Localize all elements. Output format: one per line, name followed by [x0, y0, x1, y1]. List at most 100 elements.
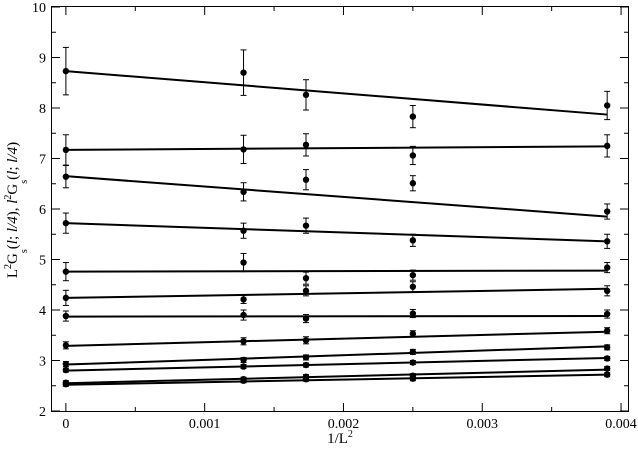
- data-point: [603, 365, 611, 372]
- x-axis-label: 1/L2: [327, 429, 353, 447]
- fit-line: [65, 269, 608, 273]
- data-point: [603, 344, 611, 351]
- y-axis-label-part: ): [5, 211, 21, 216]
- y-tick-label: 3: [39, 355, 46, 370]
- series-7: [62, 308, 611, 324]
- data-point: [240, 356, 247, 364]
- axes-layer: 0 0.001 0.002 0.003 0.004 2 3 4 5 6 7 8 9 10: [32, 1, 637, 432]
- data-point: [302, 375, 310, 383]
- data-point: [302, 141, 310, 149]
- data-point: [302, 222, 310, 229]
- series-8: [62, 327, 611, 350]
- data-point: [62, 381, 70, 388]
- data-point: [603, 142, 611, 150]
- data-point: [240, 188, 247, 196]
- y-tick-label: 9: [39, 52, 46, 67]
- y-axis-label-part: s: [19, 180, 30, 184]
- y-axis-label-part: (: [5, 244, 21, 249]
- x-tick-label: 0.001: [189, 417, 221, 432]
- data-point: [62, 312, 70, 320]
- y-axis-label-part: l/4: [5, 216, 21, 232]
- y-tick-label: 8: [39, 102, 46, 117]
- fit-line: [65, 330, 608, 347]
- data-point: [409, 348, 417, 356]
- y-axis-label-part: 2: [3, 264, 14, 269]
- data-point: [603, 371, 611, 378]
- y-tick-label: 7: [39, 153, 46, 168]
- y-axis-label: L2Gs(l; l/4), l2Gs(l; l/4): [3, 142, 30, 278]
- series-1: [62, 46, 611, 129]
- y-axis-label-part: l: [5, 240, 21, 244]
- data-point: [240, 69, 247, 76]
- data-point: [240, 338, 247, 345]
- y-tick-label: 5: [39, 254, 46, 269]
- data-point: [409, 271, 417, 279]
- y-axis-label-part: L: [5, 269, 21, 278]
- data-point: [603, 238, 611, 245]
- fit-line: [65, 368, 608, 385]
- x-axis-label-sup: 2: [348, 429, 353, 440]
- fit-line: [65, 175, 608, 218]
- y-axis-label-part: ,: [5, 204, 21, 212]
- data-point: [409, 180, 417, 187]
- fit-line: [65, 315, 608, 318]
- data-point: [302, 315, 310, 322]
- fit-line: [65, 287, 608, 299]
- data-point: [603, 310, 611, 318]
- y-axis-label-part: ;: [5, 163, 21, 171]
- y-axis-label-part: G: [5, 253, 21, 264]
- data-point: [302, 91, 310, 99]
- y-tick-label: 4: [39, 304, 46, 319]
- fit-line: [65, 373, 608, 386]
- y-tick-label: 2: [39, 405, 46, 420]
- fit-line: [65, 222, 608, 243]
- data-point: [240, 227, 247, 234]
- data-point: [302, 274, 310, 282]
- data-point: [62, 366, 70, 374]
- data-point: [603, 327, 611, 334]
- data-point: [240, 296, 247, 303]
- data-point: [240, 363, 247, 370]
- data-point: [409, 330, 417, 337]
- data-point: [603, 102, 611, 109]
- y-axis-label-part: (: [5, 175, 21, 180]
- y-axis-label-part: l/4: [5, 146, 21, 162]
- data-point: [240, 259, 247, 266]
- data-point: [240, 146, 247, 153]
- x-axis-label-main: 1/L: [327, 431, 348, 447]
- data-point: [603, 264, 611, 271]
- fit-line: [65, 356, 608, 372]
- y-axis-label-part: s: [19, 249, 30, 253]
- y-axis-label-part: ): [5, 142, 21, 147]
- fit-line: [65, 145, 608, 151]
- data-point: [409, 237, 417, 244]
- series-6: [62, 281, 611, 306]
- y-axis-label-part: G: [5, 184, 21, 195]
- y-tick-label: 10: [32, 1, 46, 16]
- data-point: [240, 377, 247, 384]
- data-point: [62, 173, 70, 180]
- y-axis-label-part: l: [5, 171, 21, 175]
- data-point: [62, 219, 70, 227]
- data-point: [603, 355, 611, 362]
- data-point: [409, 310, 417, 317]
- data-point: [603, 208, 611, 215]
- x-tick-label: 0.004: [605, 417, 637, 432]
- data-point: [302, 287, 310, 295]
- y-tick-label: 6: [39, 203, 46, 218]
- fit-line: [65, 70, 608, 116]
- series-layer: [62, 46, 611, 388]
- series-12: [62, 371, 611, 388]
- data-point: [62, 294, 70, 302]
- x-tick-label: 0.003: [467, 417, 499, 432]
- series-9: [62, 344, 611, 368]
- data-point: [62, 268, 70, 275]
- data-point: [302, 176, 310, 183]
- data-point: [302, 361, 310, 369]
- data-point: [409, 113, 417, 120]
- x-tick-label: 0.002: [328, 417, 360, 432]
- plot-frame: [51, 6, 629, 412]
- series-2: [62, 133, 611, 166]
